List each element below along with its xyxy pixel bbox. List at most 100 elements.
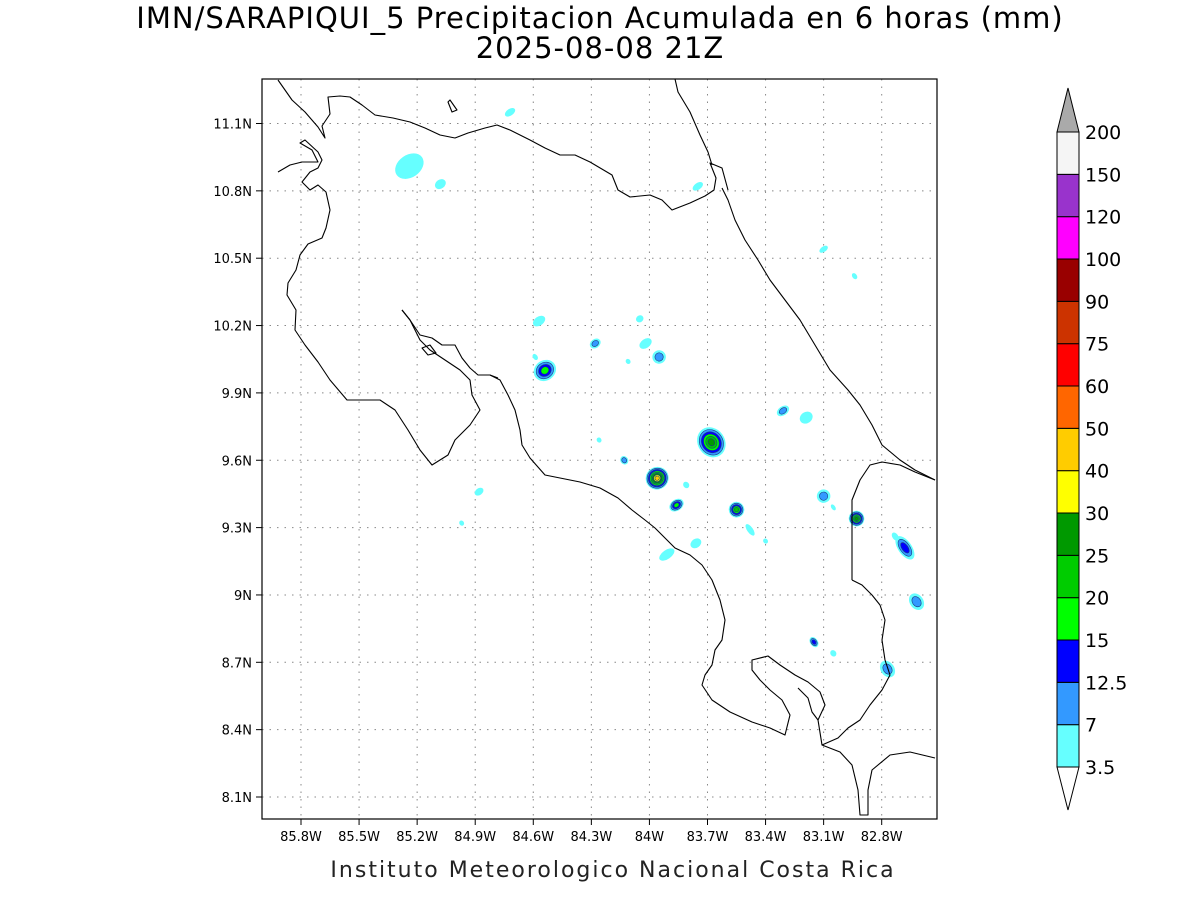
precip-contour-level-0 [636,315,644,323]
colorbar-level-label: 12.5 [1085,672,1127,694]
precip-contour-level-1 [591,340,599,347]
precip-contour-level-0 [459,520,465,526]
precip-contour-level-0 [504,107,516,117]
graticule [262,79,937,819]
precip-contour-level-2 [811,639,817,645]
tick-label-lon: 85.8W [280,830,322,845]
precip-contour-level-0 [851,273,858,280]
precip-contour-level-0 [659,548,675,561]
colorbar-level-label: 150 [1085,164,1121,186]
colorbar-swatch [1056,258,1080,302]
caribbean-coast [721,187,936,481]
colorbar-under-arrow [1056,766,1080,811]
precip-contour-level-7 [654,475,660,481]
colorbar-level-label: 120 [1085,207,1121,229]
precip-contour-level-1 [819,491,829,501]
precip-contour-level-3 [673,502,680,508]
precip-contour-level-0 [830,504,836,511]
tick-label-lat: 8.4N [222,724,252,739]
coastline-layer [277,78,936,816]
colorbar-swatch [1056,639,1080,683]
tick-label-lat: 10.5N [213,252,252,267]
footer-credit: Instituto Meteorologico Nacional Costa R… [330,858,895,883]
precip-contour-level-0 [692,182,703,191]
precip-contour-level-0 [799,411,813,424]
precip-contour-level-0 [532,353,538,361]
tick-label-lat: 8.1N [222,791,252,806]
precip-contour-level-2 [900,542,910,554]
map-title-line1: IMN/SARAPIQUI_5 Precipitacion Acumulada … [136,1,1063,35]
colorbar-level-label: 3.5 [1085,757,1115,779]
colorbar-swatch [1056,597,1080,641]
colorbar-swatch [1056,512,1080,556]
tick-label-lat: 9.3N [222,522,252,537]
golfo-dulce-shore [797,687,819,721]
precip-contour-level-0 [474,487,484,496]
colorbar-swatch [1056,681,1080,726]
colorbar-swatch [1056,173,1080,218]
colorbar-level-label: 25 [1085,545,1109,567]
colorbar-level-label: 75 [1085,334,1109,356]
lake-island [447,99,458,113]
panama-border [851,461,936,580]
colorbar-level-label: 7 [1085,715,1097,737]
nicoya-gulf-island [421,344,437,356]
colorbar-level-label: 15 [1085,630,1109,652]
colorbar-level-label: 40 [1085,461,1109,483]
nicaragua-lake-shore [277,79,729,211]
map-title-line2: 2025-08-08 21Z [476,31,725,65]
tick-label-lat: 11.1N [213,118,252,133]
axis-ticks: 85.8W 85.5W 85.2W 84.9W 84.6W 84.3W 84W 83.7W 83… [213,118,902,846]
tick-label-lat: 8.7N [222,656,252,671]
nicaragua-border-east [674,78,713,166]
precip-contour-level-4 [734,507,740,513]
map-background [262,79,937,819]
tick-label-lon: 85.5W [338,830,380,845]
precip-contour-level-0 [532,315,546,327]
map-area [261,78,938,820]
precip-contour-level-0 [596,437,602,443]
tick-label-lon: 83.7W [687,830,729,845]
tick-label-lon: 84W [635,830,665,845]
burica-peninsula [821,744,936,816]
precip-contour-level-0 [395,153,424,179]
colorbar-level-label: 30 [1085,503,1109,525]
precip-contour-level-0 [625,358,631,365]
precip-contour-level-0 [763,538,769,544]
tick-label-lon: 83.4W [745,830,787,845]
precip-contour-level-3 [540,366,550,375]
precip-contour-level-0 [745,524,755,536]
tick-label-lon: 84.6W [512,830,554,845]
tick-label-lon: 82.8W [861,830,903,845]
map-frame [261,78,938,820]
tick-label-lat: 10.2N [213,320,252,335]
colorbar-swatch [1056,724,1080,768]
nicoya-gulf-north [401,309,499,379]
colorbar-swatch [1056,216,1080,260]
colorbar-over-arrow [1056,87,1080,133]
tick-label-lon: 85.2W [396,830,438,845]
precip-contour-level-5 [854,516,859,521]
precip-contour-level-1 [911,596,922,608]
tick-label-lat: 10.8N [213,185,252,200]
tick-label-lon: 84.9W [454,830,496,845]
colorbar-swatch [1056,385,1080,429]
colorbar-level-label: 100 [1085,249,1121,271]
precip-contour-level-5 [707,438,716,447]
precip-contour-level-0 [683,481,690,489]
precip-contour-level-0 [891,532,899,541]
precip-contour-level-0 [639,338,652,349]
colorbar-level-label: 90 [1085,291,1109,313]
precip-contour-level-0 [819,245,828,253]
colorbar-level-label: 60 [1085,376,1109,398]
colorbar-level-label: 200 [1085,122,1121,144]
tick-label-lon: 83.1W [803,830,845,845]
colorbar-legend: 3.5 7 12.5 15 20 25 30 40 50 60 75 90 100 120 150 200 [1056,87,1127,811]
colorbar-level-label: 20 [1085,588,1109,610]
precip-contour-level-1 [654,352,664,362]
tick-label-lat: 9.9N [222,387,252,402]
colorbar-swatch [1056,131,1080,175]
colorbar-level-label: 50 [1085,418,1109,440]
colorbar-swatch [1056,427,1080,472]
